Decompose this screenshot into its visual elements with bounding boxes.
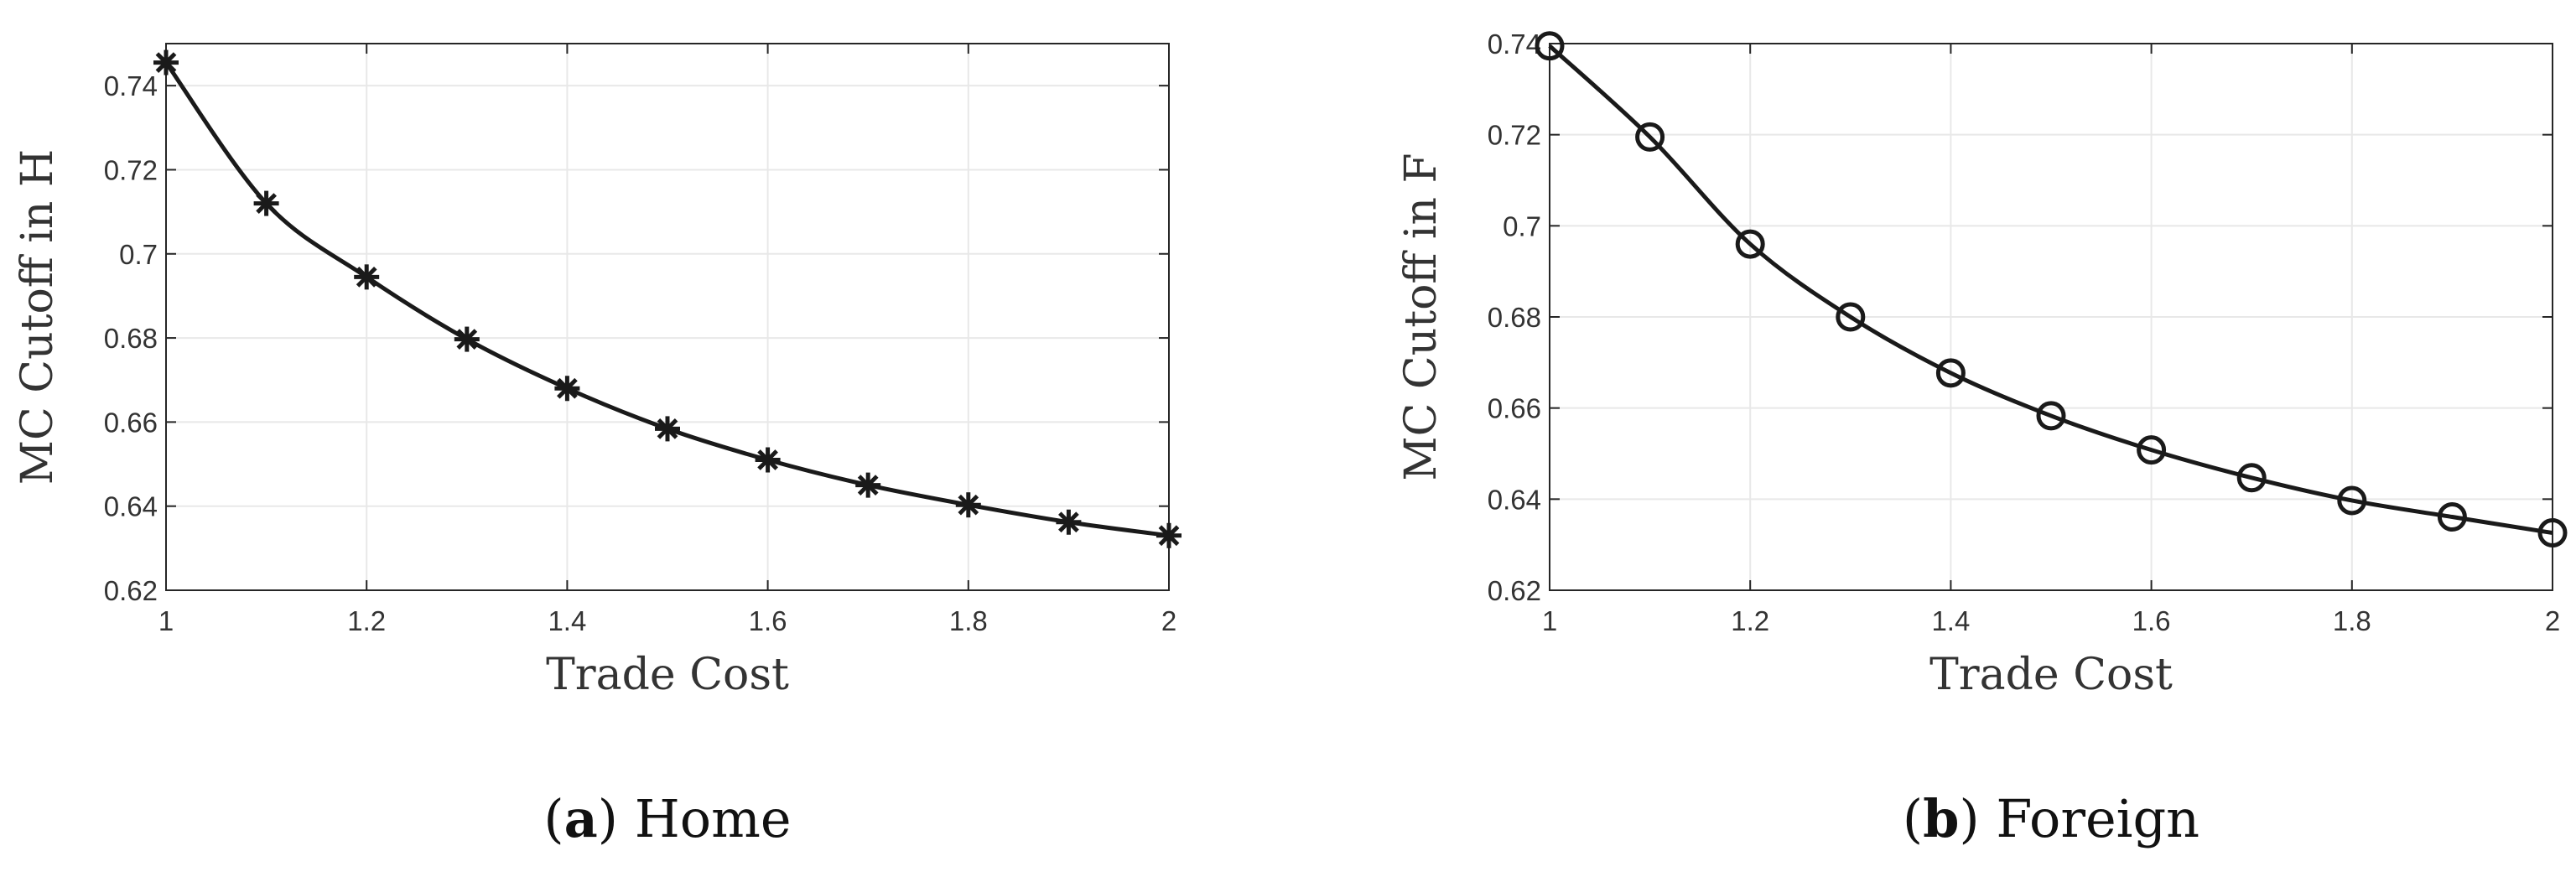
foreign-data-point [2036,401,2066,431]
home-y-tick-label: 0.64 [104,491,158,522]
foreign-data-point [2437,502,2467,532]
home-data-point [354,264,380,290]
home-series-line [164,61,1170,538]
home-y-tick-label: 0.68 [104,323,158,354]
foreign-x-axis-title: Trade Cost [1929,650,2173,700]
foreign-x-tick-label: 1 [1542,605,1557,636]
foreign-x-tick-label: 1.8 [2333,605,2371,636]
foreign-x-tick-label: 1.4 [1931,605,1970,636]
home-y-tick-label: 0.7 [119,239,158,270]
home-plot-frame [165,43,1170,591]
foreign-x-tick-label: 1.6 [2132,605,2171,636]
home-x-tick-labels: 1 1.2 1.4 1.6 1.8 2 [158,605,1176,636]
foreign-data-point [2337,485,2367,516]
foreign-y-axis-title: MC Cutoff in F [1396,153,1446,480]
home-tick-marks [165,44,1170,591]
foreign-data-point [2537,518,2568,548]
foreign-y-tick-label: 0.7 [1503,210,1541,241]
foreign-x-tick-label: 1.2 [1731,605,1769,636]
foreign-caption: (b) Foreign [1903,788,2199,849]
foreign-series-line [1548,44,2553,536]
home-x-tick-label: 1 [158,605,174,636]
home-caption-letter: a [564,788,598,849]
foreign-y-tick-label: 0.64 [1488,484,1541,515]
foreign-y-tick-label: 0.66 [1488,393,1541,424]
foreign-data-point [1535,31,1565,61]
foreign-caption-text: Foreign [1996,788,2199,849]
home-data-point [253,190,279,216]
home-y-axis-title: MC Cutoff in H [13,149,63,485]
foreign-data-point [1735,229,1765,259]
foreign-data-point [1635,122,1665,152]
foreign-data-point [1836,302,1866,332]
home-x-axis-title: Trade Cost [546,650,789,700]
panel-foreign: 1 1.2 1.4 1.6 1.8 2 0.620.640.660.680.70.720.… [1396,29,2568,849]
home-caption: (a) Home [543,788,791,849]
home-x-tick-label: 1.4 [548,605,586,636]
home-x-tick-label: 2 [1161,605,1176,636]
home-y-tick-label: 0.72 [104,154,158,185]
foreign-y-tick-label: 0.62 [1488,575,1541,606]
home-x-tick-label: 1.2 [347,605,386,636]
home-caption-text: Home [635,788,792,849]
home-data-point [1156,522,1182,548]
foreign-y-tick-label: 0.68 [1488,302,1541,333]
home-data-point [554,376,580,402]
home-y-tick-label: 0.62 [104,575,158,606]
home-x-tick-label: 1.8 [949,605,988,636]
home-data-point [153,49,179,75]
foreign-data-point [2137,435,2167,465]
foreign-x-tick-labels: 1 1.2 1.4 1.6 1.8 2 [1542,605,2560,636]
home-data-point [454,326,480,352]
foreign-y-tick-label: 0.74 [1488,29,1541,60]
foreign-tick-marks [1549,43,2553,591]
home-data-point [855,472,881,498]
home-grid [165,44,1170,591]
home-y-tick-label: 0.74 [104,70,158,101]
home-y-tick-label: 0.66 [104,407,158,438]
home-y-tick-labels: 0.62 0.64 0.66 0.68 0.7 0.72 0.74 [104,70,158,606]
home-x-tick-label: 1.6 [749,605,787,636]
foreign-y-tick-labels: 0.62 0.64 0.66 0.68 0.7 0.72 0.74 [1488,29,1541,606]
foreign-data-point [1935,358,1966,388]
foreign-data-point [2236,463,2267,493]
foreign-series-markers [1535,31,2568,548]
home-data-point [1056,509,1082,535]
foreign-caption-letter: b [1923,788,1959,849]
foreign-y-tick-label: 0.72 [1488,120,1541,151]
home-data-point [955,492,981,518]
home-series-markers [153,49,1182,548]
foreign-x-tick-label: 2 [2545,605,2560,636]
home-data-point [655,416,680,442]
panel-home: 1 1.2 1.4 1.6 1.8 2 0.620.640.660.680.70.720.… [13,43,1182,849]
home-data-point [755,447,781,473]
